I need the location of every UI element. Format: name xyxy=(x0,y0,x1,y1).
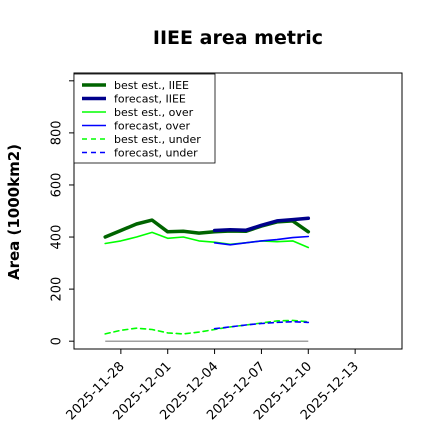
series-line-1 xyxy=(212,216,311,233)
legend-label: best est., under xyxy=(114,133,201,146)
series-line-0 xyxy=(103,218,311,239)
y-tick-label: 800 xyxy=(50,120,65,145)
y-tick-label: 200 xyxy=(50,277,65,302)
series-line-2 xyxy=(104,231,310,249)
legend-label: forecast, IIEE xyxy=(114,93,186,106)
y-tick-label: 400 xyxy=(50,225,65,250)
legend-label: best est., over xyxy=(114,106,194,119)
chart-title: IIEE area metric xyxy=(153,27,323,49)
y-axis-label: Area (1000km2) xyxy=(5,144,23,280)
legend-label: best est., IIEE xyxy=(114,79,189,92)
legend-label: forecast, over xyxy=(114,120,190,133)
series-line-4 xyxy=(104,319,310,335)
series-line-5 xyxy=(213,320,310,330)
series-line-3 xyxy=(213,235,310,246)
y-tick-label: 600 xyxy=(50,173,65,198)
legend-label: forecast, under xyxy=(114,147,198,160)
legend-box xyxy=(73,73,216,164)
y-axis: 0 200 400 600 800 xyxy=(50,80,74,345)
y-tick-label: 0 xyxy=(50,337,65,345)
plot-frame xyxy=(73,72,403,350)
x-axis: 2025-11-282025-12-012025-12-042025-12-07… xyxy=(64,349,362,423)
series-layer xyxy=(103,216,311,342)
